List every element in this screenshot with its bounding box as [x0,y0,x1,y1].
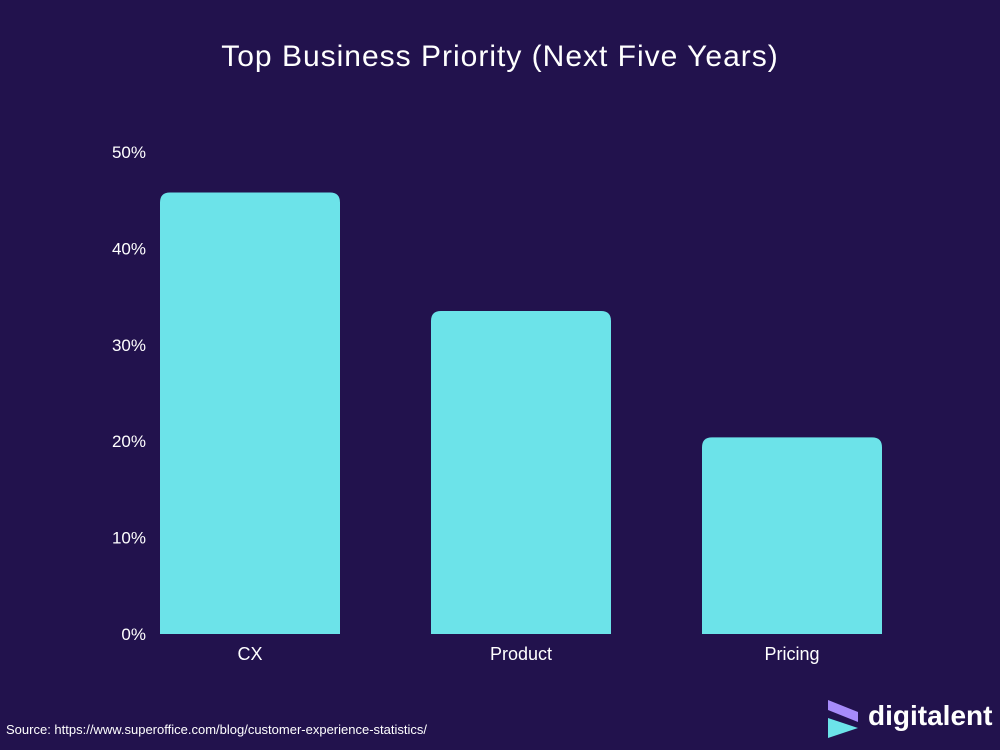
y-tick-label: 20% [112,432,146,451]
chart-title: Top Business Priority (Next Five Years) [221,40,779,73]
brand-name: digitalent [868,700,993,731]
source-citation: Source: https://www.superoffice.com/blog… [6,722,427,737]
x-tick-label: Pricing [764,644,819,664]
brand-logo: digitalent [824,698,994,740]
y-tick-label: 0% [121,625,146,644]
y-tick-label: 50% [112,143,146,162]
x-tick-label: CX [237,644,262,664]
bar-product [431,311,611,634]
y-tick-label: 10% [112,529,146,548]
bar-pricing [702,437,882,634]
x-tick-label: Product [490,644,552,664]
y-tick-label: 30% [112,336,146,355]
bar-cx [160,192,340,634]
digitalent-logo-icon [828,700,858,738]
y-tick-label: 40% [112,239,146,258]
